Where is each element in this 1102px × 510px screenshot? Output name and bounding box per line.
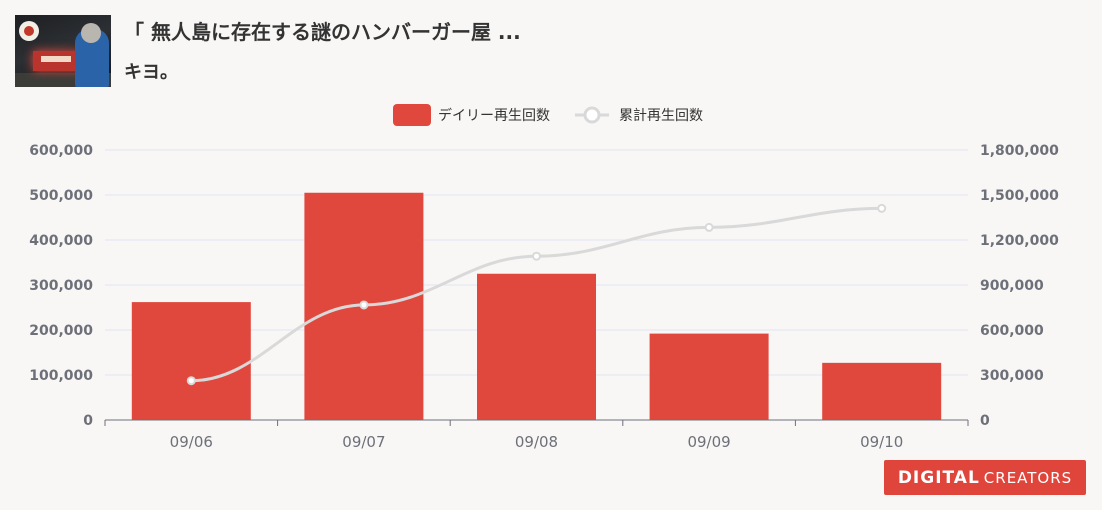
legend-line-marker — [583, 106, 601, 124]
y-right-tick-label: 1,200,000 — [980, 233, 1059, 249]
point-total — [704, 222, 714, 232]
digital-creators-logo: DIGITAL CREATORS — [884, 460, 1086, 495]
legend-label-daily: デイリー再生回数 — [438, 107, 550, 124]
y-right-tick-label: 1,800,000 — [980, 143, 1059, 159]
x-tick-label: 09/10 — [860, 433, 903, 451]
thumbnail-store — [33, 51, 83, 71]
y-axis-right: 1,800,000 1,500,000 1,200,000 900,000 600,00… — [980, 143, 1059, 429]
bar-daily — [131, 302, 251, 420]
cumulative-line — [186, 203, 887, 386]
legend: デイリー再生回数 累計再生回数 — [393, 104, 703, 126]
y-right-tick-label: 900,000 — [980, 278, 1044, 294]
x-tick-label: 09/07 — [342, 433, 385, 451]
bar-daily — [649, 333, 769, 420]
bar-daily — [822, 362, 942, 420]
point-total — [532, 251, 541, 261]
thumbnail-head — [81, 23, 101, 43]
point-total — [359, 300, 369, 310]
point-total — [877, 203, 887, 213]
x-tick-label: 09/09 — [687, 433, 730, 451]
legend-label-total: 累計再生回数 — [619, 108, 703, 124]
y-left-tick-label: 600,000 — [29, 143, 93, 159]
point-total — [186, 376, 196, 386]
y-left-tick-label: 0 — [83, 413, 93, 429]
y-axis-left: 600,000 500,000 400,000 300,000 200,000 100,0… — [29, 143, 93, 429]
bar-daily — [477, 273, 596, 420]
channel-name: キヨ。 — [124, 62, 178, 83]
y-right-tick-label: 300,000 — [980, 368, 1044, 384]
chart: デイリー再生回数 累計再生回数 09/06 09/07 09/08 09/09 09/1… — [29, 104, 1059, 451]
thumbnail-sign — [19, 21, 39, 41]
y-right-tick-label: 600,000 — [980, 323, 1044, 339]
video-title: 「 無人島に存在する謎のハンバーガー屋 ... — [124, 20, 521, 44]
x-tick-label: 09/06 — [170, 433, 213, 451]
y-right-tick-label: 0 — [980, 413, 990, 429]
y-left-tick-label: 300,000 — [29, 278, 93, 294]
x-tick-label: 09/08 — [515, 433, 558, 451]
bars — [131, 192, 942, 420]
x-axis: 09/06 09/07 09/08 09/09 09/10 — [104, 419, 969, 451]
y-left-tick-label: 100,000 — [29, 368, 93, 384]
y-right-tick-label: 1,500,000 — [980, 188, 1059, 204]
video-thumbnail[interactable] — [15, 15, 111, 87]
y-left-tick-label: 400,000 — [29, 233, 93, 249]
logo-secondary: CREATORS — [983, 468, 1073, 487]
y-left-tick-label: 200,000 — [29, 323, 93, 339]
legend-bar-swatch — [393, 104, 431, 126]
y-left-tick-label: 500,000 — [29, 188, 93, 204]
logo-primary: DIGITAL — [897, 467, 980, 488]
